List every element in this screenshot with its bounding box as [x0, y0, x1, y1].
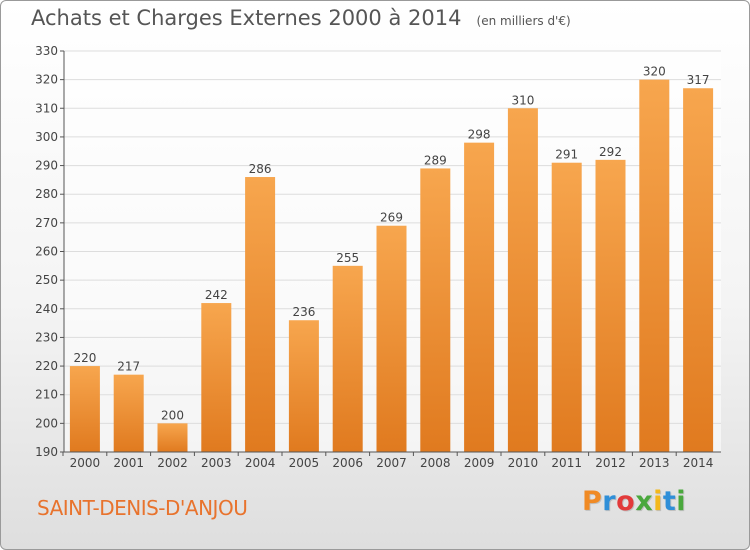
y-tick-label: 240: [35, 302, 58, 316]
x-tick-label: 2005: [289, 456, 320, 470]
data-label: 320: [643, 65, 666, 79]
data-label: 242: [205, 288, 228, 302]
x-tick-label: 2010: [508, 456, 539, 470]
y-tick-label: 250: [35, 273, 58, 287]
x-tick-label: 2001: [113, 456, 144, 470]
x-tick-label: 2006: [332, 456, 363, 470]
bar: [157, 423, 188, 452]
bar: [639, 79, 670, 453]
city-name: SAINT-DENIS-D'ANJOU: [37, 496, 248, 520]
y-tick-label: 210: [35, 388, 58, 402]
bar: [201, 303, 232, 452]
bar: [551, 162, 582, 452]
x-tick-label: 2014: [683, 456, 714, 470]
x-tick-label: 2012: [595, 456, 626, 470]
data-label: 310: [511, 93, 534, 107]
bar: [420, 168, 451, 452]
data-label: 289: [424, 153, 447, 167]
y-tick-label: 280: [35, 187, 58, 201]
chart-subtitle: (en milliers d'€): [476, 14, 571, 28]
data-label: 292: [599, 145, 622, 159]
bar: [332, 265, 363, 452]
logo-letter: r: [602, 486, 617, 517]
data-label: 291: [555, 148, 578, 162]
x-tick-label: 2002: [157, 456, 188, 470]
y-tick-label: 200: [35, 416, 58, 430]
x-tick-label: 2008: [420, 456, 451, 470]
logo-letter: P: [582, 486, 603, 517]
bar: [507, 108, 538, 453]
logo-letter: o: [616, 486, 636, 517]
data-label: 298: [468, 128, 491, 142]
proxiti-logo: Proxiti: [582, 486, 686, 517]
bar: [464, 142, 495, 452]
data-label: 236: [292, 305, 315, 319]
data-label: 317: [687, 73, 710, 87]
y-tick-label: 190: [35, 445, 58, 459]
bar: [113, 374, 144, 452]
data-label: 200: [161, 408, 184, 422]
y-tick-label: 330: [35, 44, 58, 58]
x-tick-label: 2004: [245, 456, 276, 470]
y-tick-label: 300: [35, 130, 58, 144]
x-tick-label: 2000: [70, 456, 101, 470]
data-label: 217: [117, 360, 140, 374]
x-tick-label: 2003: [201, 456, 232, 470]
data-label: 286: [249, 162, 272, 176]
y-tick-label: 270: [35, 216, 58, 230]
x-tick-label: 2013: [639, 456, 670, 470]
title-row: Achats et Charges Externes 2000 à 2014 (…: [31, 6, 571, 30]
logo-letter: i: [676, 486, 687, 517]
x-tick-label: 2009: [464, 456, 495, 470]
bar: [245, 177, 276, 452]
logo-letter: t: [662, 486, 677, 517]
bar: [683, 88, 714, 452]
bar: [69, 366, 100, 452]
x-tick-label: 2007: [376, 456, 407, 470]
y-tick-label: 260: [35, 245, 58, 259]
bar: [288, 320, 319, 452]
data-label: 255: [336, 251, 359, 265]
y-tick-label: 290: [35, 159, 58, 173]
data-label: 269: [380, 211, 403, 225]
x-tick-label: 2011: [551, 456, 582, 470]
logo-letter: x: [635, 486, 654, 517]
logo-letter: i: [653, 486, 663, 517]
y-tick-label: 310: [35, 101, 58, 115]
y-tick-label: 320: [35, 73, 58, 87]
chart-title: Achats et Charges Externes 2000 à 2014: [31, 6, 462, 30]
data-label: 220: [73, 351, 96, 365]
y-tick-label: 220: [35, 359, 58, 373]
bar: [376, 225, 407, 452]
bar: [595, 159, 626, 453]
y-tick-label: 230: [35, 330, 58, 344]
